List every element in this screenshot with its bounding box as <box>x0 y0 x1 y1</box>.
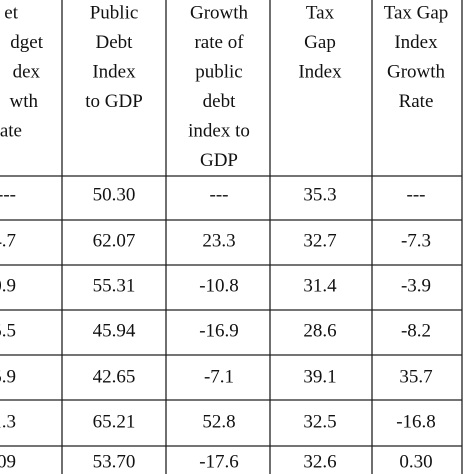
header-text: GDP <box>200 150 238 171</box>
cell-text: -3.9 <box>401 275 431 296</box>
cell-text: -10.8 <box>199 275 239 296</box>
header-text: Debt <box>96 32 134 53</box>
header-text: rate of <box>194 32 244 53</box>
cell-text: 0.30 <box>399 451 432 472</box>
cell-text: 65.21 <box>93 411 136 432</box>
cell-text: -7.3 <box>401 230 431 251</box>
cell-text: 35.3 <box>303 184 336 205</box>
header-text: wth <box>10 91 39 112</box>
cell-text: 5.9 <box>0 366 16 387</box>
cell-text: 45.94 <box>93 320 136 341</box>
cell-text: 62.07 <box>93 230 136 251</box>
cell-text: 42.65 <box>93 366 136 387</box>
cell-text: 39.1 <box>303 366 336 387</box>
header-text: Tax <box>306 2 335 23</box>
header-text: public <box>195 61 243 82</box>
cell-text: 32.7 <box>303 230 336 251</box>
header-text: Index <box>92 61 136 82</box>
cell-text: -16.8 <box>396 411 436 432</box>
cell-text: --- <box>210 184 229 205</box>
header-text: debt <box>203 91 236 112</box>
cell-text: -16.9 <box>199 320 239 341</box>
cell-text: 31.4 <box>303 275 337 296</box>
header-text: et <box>4 2 18 23</box>
cell-text: 1.3 <box>0 411 16 432</box>
cell-text: --- <box>407 184 426 205</box>
header-text: dget <box>10 32 43 53</box>
header-text: Public <box>90 2 139 23</box>
cell-text: 23.3 <box>202 230 235 251</box>
header-text: dex <box>13 61 41 82</box>
cell-text: 53.70 <box>93 451 136 472</box>
cell-text: -7.1 <box>204 366 234 387</box>
cell-text: 0.9 <box>0 275 16 296</box>
cell-text: 52.8 <box>202 411 235 432</box>
cell-text: 32.5 <box>303 411 336 432</box>
header-text: to GDP <box>85 91 143 112</box>
cell-text: 35.7 <box>399 366 432 387</box>
header-text: index to <box>188 120 250 141</box>
cell-text: 32.6 <box>303 451 336 472</box>
cell-text: -8.2 <box>401 320 431 341</box>
header-text: Growth <box>190 2 249 23</box>
cell-text: --- <box>0 184 16 205</box>
cell-text: 28.6 <box>303 320 336 341</box>
header-text: ate <box>0 120 22 141</box>
cell-text: -5.5 <box>0 320 16 341</box>
header-text: Index <box>298 61 342 82</box>
cell-text: 50.30 <box>93 184 136 205</box>
cell-text: -17.6 <box>199 451 239 472</box>
cell-text: 5.09 <box>0 451 16 472</box>
header-text: Rate <box>399 91 434 112</box>
header-text: Gap <box>304 32 336 53</box>
header-text: Tax Gap <box>384 2 449 23</box>
grid <box>0 0 463 474</box>
header-text: Index <box>394 32 438 53</box>
cell-text: 4.7 <box>0 230 16 251</box>
cell-text: 55.31 <box>93 275 136 296</box>
header-text: Growth <box>387 61 446 82</box>
